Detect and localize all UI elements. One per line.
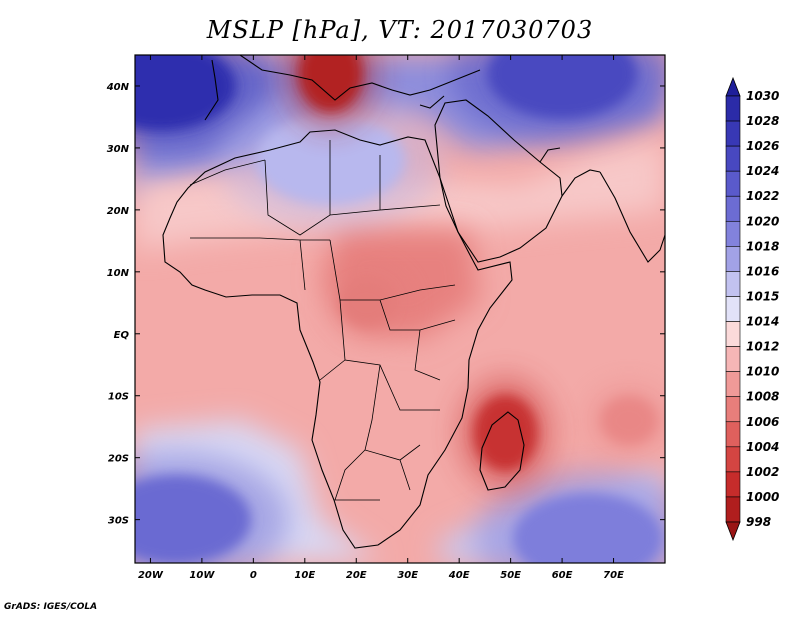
high-pressure-center: [255, 115, 406, 206]
india-coastline: [599, 171, 665, 263]
border-lines: [189, 140, 456, 501]
colorbar-bin: [725, 246, 741, 272]
lat-tick-label: 30S: [108, 516, 129, 527]
colorbar-bin: [725, 321, 741, 347]
map-title: MSLP [hPa], VT: 2017030703: [206, 16, 594, 44]
colorbar-bin: [725, 421, 741, 448]
high-pressure-center: [512, 493, 663, 563]
lat-tick-label: 10S: [108, 392, 129, 403]
pressure-centers: [135, 55, 665, 563]
colorbar-bin: [725, 195, 741, 222]
low-pressure-center: [338, 278, 395, 327]
madagascar-coastline: [479, 411, 525, 491]
colorbar-bin: [725, 471, 741, 498]
colorbar-level-label: 1015: [746, 289, 779, 303]
colorbar-bin: [725, 120, 741, 147]
country-borders: [189, 140, 456, 501]
lat-tick-label: 10N: [107, 268, 130, 279]
lat-tick-label: 20S: [108, 454, 129, 465]
lon-tick-label: 70E: [603, 570, 624, 581]
high-pressure-center: [135, 474, 252, 563]
colorbar-level-label: 1024: [746, 164, 779, 178]
colorbar-bin: [725, 346, 741, 372]
colorbar-bin: [725, 371, 741, 398]
map-frame: [134, 54, 666, 564]
colorbar-level-label: 1018: [746, 239, 779, 253]
pressure-field: [135, 55, 665, 563]
colorbar-level-label: 1016: [746, 264, 779, 278]
high-pressure-center: [487, 55, 638, 119]
lon-tick-label: 10E: [294, 570, 315, 581]
colorbar-bin: [725, 220, 741, 247]
colorbar-level-label: 1012: [746, 340, 779, 354]
lon-tick-label: 10W: [189, 570, 215, 581]
lon-tick-label: 20W: [138, 570, 164, 581]
low-pressure-center: [473, 394, 538, 471]
low-pressure-center: [298, 55, 363, 112]
axis-ticks: [135, 55, 665, 563]
colorbar-bin: [725, 271, 741, 297]
colorbar-level-label: 1020: [746, 214, 779, 228]
colorbar-level-label: 1008: [746, 390, 779, 404]
colorbar-bin: [725, 170, 741, 197]
colorbar-level-label: 1002: [746, 465, 779, 479]
colorbar-bottom-arrow: [725, 521, 741, 542]
gulf-coastline: [539, 147, 601, 197]
colorbar-level-label: 1028: [746, 114, 779, 128]
colorbar-level-label: 1022: [746, 189, 779, 203]
colorbar-level-label: 1026: [746, 139, 779, 153]
colorbar-level-label: 1010: [746, 365, 779, 379]
europe-coastline: [204, 55, 481, 121]
colorbar-level-label: 1030: [746, 89, 779, 103]
lon-tick-label: 50E: [500, 570, 521, 581]
lon-tick-label: 20E: [346, 570, 367, 581]
colorbar-bin: [725, 446, 741, 473]
colorbar-level-label: 1014: [746, 315, 779, 329]
lat-tick-label: 40N: [106, 82, 130, 93]
lon-tick-label: 30E: [397, 570, 418, 581]
colorbar-bin: [725, 296, 741, 322]
lon-tick-label: 0: [250, 570, 257, 581]
colorbar-level-label: 1004: [746, 440, 779, 454]
colorbar-level-label: 1006: [746, 415, 779, 429]
colorbar: 1030 1028 1026 1024 1022 1020 1018 1016 1015 1014…: [725, 76, 779, 542]
lat-tick-label: 20N: [107, 206, 130, 217]
africa-coastline: [162, 129, 513, 549]
lat-tick-label: 30N: [107, 144, 130, 155]
grads-credit: GrADS: IGES/COLA: [4, 602, 98, 612]
colorbar-top-arrow: [725, 76, 741, 97]
coastlines: [162, 55, 665, 549]
colorbar-bin: [725, 496, 741, 523]
lon-tick-label: 60E: [552, 570, 573, 581]
lon-tick-label: 40E: [448, 570, 470, 581]
low-pressure-center: [600, 396, 657, 445]
arabia-coastline: [434, 99, 563, 263]
colorbar-level-label: 1000: [746, 490, 779, 504]
colorbar-bin: [725, 145, 741, 172]
colorbar-bin: [725, 95, 741, 122]
colorbar-bin: [725, 396, 741, 423]
axis-labels: 20W 10W 0 10E 20E 30E 40E 50E 60E 70E 40N 30N 20N 10N…: [106, 82, 624, 581]
colorbar-level-label: 998: [746, 515, 771, 529]
lat-tick-label: EQ: [114, 330, 130, 341]
